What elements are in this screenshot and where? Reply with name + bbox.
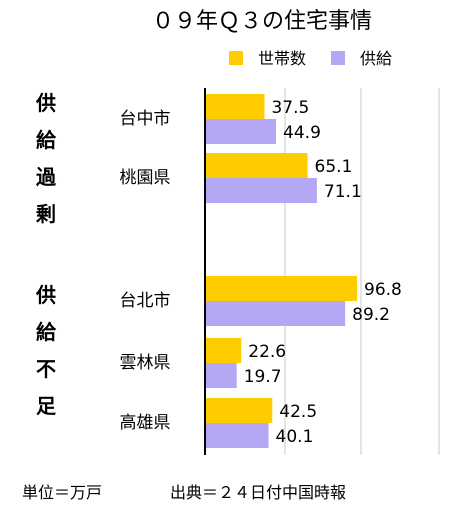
- group-label-char: 供: [35, 91, 56, 115]
- group-label-char: 過: [36, 165, 57, 189]
- bar-households: [206, 338, 242, 363]
- group-label-char: 不: [36, 357, 56, 381]
- group-label-char: 供: [35, 283, 56, 307]
- legend-swatch-supply: [331, 51, 345, 65]
- source-note: 出典＝２４日付中国時報: [170, 483, 346, 502]
- value-label: 40.1: [276, 427, 314, 447]
- chart-title: ０９年Ｑ３の住宅事情: [152, 9, 372, 34]
- value-label: 22.6: [248, 342, 286, 362]
- value-label: 19.7: [244, 367, 282, 387]
- category-label: 雲林県: [120, 353, 171, 373]
- legend: 世帯数 供給: [229, 49, 392, 68]
- gridlines: [284, 88, 440, 455]
- value-label: 96.8: [364, 280, 402, 300]
- group-label-char: 給: [36, 128, 57, 152]
- unit-note: 単位＝万戸: [22, 483, 102, 502]
- category-label: 高雄県: [120, 413, 171, 433]
- value-label: 71.1: [324, 182, 362, 202]
- bar-supply: [206, 363, 237, 388]
- bar-households: [206, 276, 357, 301]
- category-label: 桃園県: [120, 168, 171, 188]
- category-label: 台中市: [120, 109, 171, 129]
- category-label: 台北市: [120, 291, 171, 311]
- group-label-char: 給: [36, 320, 57, 344]
- value-label: 44.9: [283, 123, 321, 143]
- group-label-char: 剰: [35, 202, 56, 226]
- bar-supply: [206, 178, 317, 203]
- value-label: 42.5: [279, 402, 317, 422]
- bar-households: [206, 153, 308, 178]
- legend-swatch-households: [229, 51, 243, 65]
- bar-supply: [206, 119, 277, 144]
- value-label: 89.2: [352, 305, 390, 325]
- value-label: 65.1: [315, 157, 353, 177]
- group-label-char: 足: [36, 394, 57, 418]
- value-labels: 37.5 44.9 65.1 71.1 96.8 89.2 22.6 19.7 42.5 40.1: [244, 98, 402, 447]
- bar-households: [206, 94, 265, 119]
- bar-supply: [206, 423, 269, 448]
- value-label: 37.5: [271, 98, 309, 118]
- legend-label-supply: 供給: [360, 49, 392, 68]
- bar-supply: [206, 301, 346, 326]
- legend-label-households: 世帯数: [258, 49, 306, 68]
- bar-households: [206, 398, 273, 423]
- bars: [206, 94, 357, 448]
